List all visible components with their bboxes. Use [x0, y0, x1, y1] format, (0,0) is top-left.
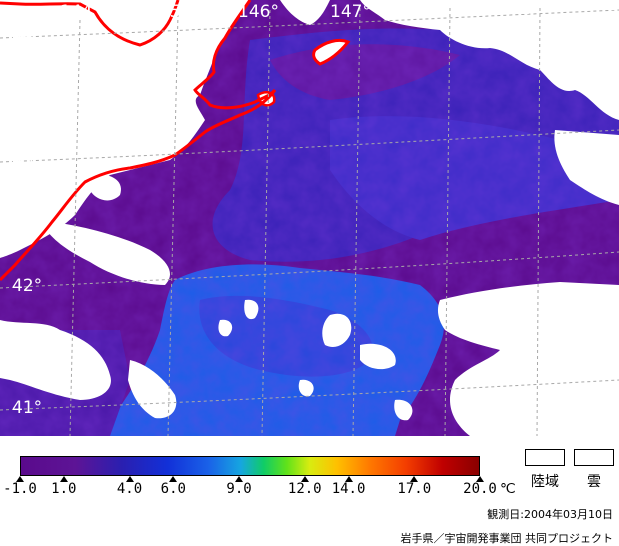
colorbar-tick-mark [125, 476, 134, 482]
land-hokkaido [0, 0, 250, 258]
longitude-label-149: 149° [508, 2, 549, 22]
graticule [0, 7, 619, 436]
latitude-label-43: 43° [12, 150, 43, 170]
colorbar-tick-mark [344, 476, 353, 482]
sea-surface-temperature-map [0, 0, 619, 436]
legend-land-swatch [525, 449, 565, 466]
cloud-west-strip [40, 220, 170, 285]
longitude-label-144: 144° [60, 2, 101, 22]
cloud-northeast [360, 0, 619, 120]
temperature-colorbar [20, 456, 480, 476]
coastline-nemuro [0, 0, 277, 282]
colorbar-tick-label: 20.0 [463, 481, 497, 497]
colorbar-tick-label: 1.0 [51, 481, 77, 497]
longitude-label-145: 145° [148, 2, 189, 22]
cloud-north-center [280, 0, 330, 25]
colorbar-tick-label: -1.0 [3, 481, 37, 497]
latitude-label-41: 41° [12, 398, 43, 418]
cloud-east-patch [554, 130, 619, 205]
longitude-label-146: 146° [238, 2, 279, 22]
colorbar-tick-mark [169, 476, 178, 482]
coastline-north [0, 0, 180, 47]
cloud-small-east [520, 339, 595, 364]
colorbar-tick-mark [300, 476, 309, 482]
observation-date: 観測日:2004年03月10日 [487, 508, 613, 521]
cloud-center-patches [218, 299, 413, 421]
longitude-label-147: 147° [330, 2, 371, 22]
colorbar-tick-mark [476, 476, 484, 482]
coastline-shikotan [256, 91, 276, 107]
colorbar-tick-label: 17.0 [397, 481, 432, 497]
legend-land-label: 陸域 [531, 474, 559, 490]
colorbar-tick-mark [59, 476, 68, 482]
project-credit: 岩手県／宇宙開発事業団 共同プロジェクト [400, 532, 614, 545]
coastline-kunashiri [312, 38, 351, 66]
colorbar-tick-label: 14.0 [331, 481, 366, 497]
longitude-label-148: 148° [418, 2, 459, 22]
colorbar-tick-mark [235, 476, 244, 482]
colorbar-tick-label: 9.0 [226, 481, 252, 497]
cloud-southwest [0, 320, 111, 400]
colorbar-tick-label: 4.0 [116, 481, 143, 497]
colorbar-tick-label: 6.0 [160, 481, 186, 497]
legend-cloud-swatch [574, 449, 614, 466]
latitude-label-42: 42° [12, 276, 43, 296]
colorbar-tick-label: 12.0 [287, 481, 322, 497]
colorbar-tick-mark [16, 476, 24, 482]
longitude-label-150: 15 [598, 2, 619, 22]
cloud-west-patch [90, 174, 121, 201]
legend-cloud-label: 雲 [587, 474, 601, 490]
colorbar-tick-mark [410, 476, 419, 482]
latitude-label-44: 44° [12, 26, 43, 46]
colorbar-unit: ℃ [500, 481, 516, 497]
